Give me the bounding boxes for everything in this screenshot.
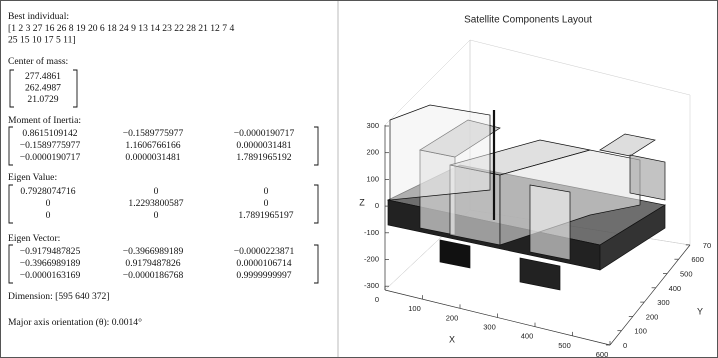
matrix-value: 0.8615109142	[22, 128, 77, 139]
matrix-value: 1.2293800587	[128, 198, 183, 209]
x-tick-label: 600	[596, 350, 609, 358]
x-tick-label: 200	[446, 313, 459, 322]
section-label: Center of mass:	[8, 56, 68, 67]
matrix-value: 1.1606766166	[125, 140, 180, 151]
best-individual-line: [1 2 3 27 16 26 8 19 20 6 18 24 9 13 14 …	[8, 23, 234, 34]
matrix-value: 0	[264, 186, 269, 197]
matrix-value: 277.4861	[25, 71, 61, 82]
x-tick-label: 500	[558, 341, 571, 350]
z-tick-label: -300	[364, 281, 379, 290]
bracket	[8, 244, 13, 284]
x-tick-label: 300	[483, 322, 496, 331]
y-tick-label: 0	[623, 341, 627, 350]
bracket	[314, 126, 319, 166]
y-tick-label: 600	[691, 255, 704, 264]
matrix-value: 0	[154, 210, 159, 221]
matrix-value: 0.0000031481	[236, 140, 291, 151]
matrix-value: 0.0000106714	[236, 258, 291, 269]
x-tick-label: 100	[408, 304, 421, 313]
x-tick-label: 400	[521, 332, 534, 341]
dimension: Dimension: [595 640 372]	[8, 291, 110, 302]
section-label: Eigen Value:	[8, 172, 57, 183]
y-axis	[609, 244, 691, 346]
component	[629, 154, 666, 201]
matrix-value: −0.0000223871	[234, 246, 295, 257]
matrix-value: −0.9179487825	[20, 246, 81, 257]
plot-panel: Satellite Components Layout 300 200 100 0 -10…	[359, 15, 711, 358]
x-axis-label: X	[449, 334, 455, 344]
results-panel: Best individual:[1 2 3 27 16 26 8 19 20 …	[8, 11, 319, 328]
z-tick-label: 300	[366, 121, 379, 130]
component	[529, 184, 571, 261]
matrix-value: −0.3966989189	[123, 246, 184, 257]
matrix-value: 21.0729	[27, 94, 58, 105]
bracket	[73, 69, 78, 108]
y-axis-label: Y	[697, 306, 703, 316]
matrix-value: −0.0000163169	[20, 270, 81, 281]
components	[386, 104, 666, 291]
section-label: Best individual:	[8, 11, 69, 22]
bracket	[314, 244, 319, 284]
matrix-value: 0	[46, 210, 51, 221]
matrix-value: 0	[46, 198, 51, 209]
major-axis-orientation: Major axis orientation (θ): 0.0014°	[8, 317, 142, 328]
matrix-value: −0.0000186768	[123, 270, 184, 281]
bracket	[9, 69, 14, 108]
matrix-value: 0	[154, 186, 159, 197]
matrix-value: 262.4987	[25, 83, 61, 94]
plot-title: Satellite Components Layout	[464, 15, 592, 26]
y-tick-label: 100	[634, 327, 647, 336]
z-axis-label: Z	[359, 197, 365, 207]
z-tick-label: -200	[364, 254, 379, 263]
matrix-value: 0.9999999997	[236, 270, 291, 281]
bracket	[8, 184, 13, 224]
matrix-value: 1.7891965192	[236, 152, 291, 163]
component	[519, 257, 561, 291]
matrix-value: 0.9179487826	[125, 258, 180, 269]
y-tick-label: 400	[669, 284, 682, 293]
y-tick-label: 300	[657, 298, 670, 307]
matrix-value: 0	[264, 198, 269, 209]
component	[599, 204, 666, 271]
matrix-value: 0.0000031481	[125, 152, 180, 163]
matrix-value: −0.0000190717	[234, 128, 295, 139]
x-tick-label: 0	[375, 295, 379, 304]
matrix-value: −0.1589775977	[123, 128, 184, 139]
bracket	[314, 184, 319, 224]
y-tick-label: 200	[646, 312, 659, 321]
z-tick-label: 100	[366, 174, 379, 183]
bracket	[8, 126, 13, 166]
y-tick-label: 70	[703, 241, 711, 250]
matrix-value: 1.7891965197	[238, 210, 293, 221]
section-label: Moment of Inertia:	[8, 115, 81, 126]
y-tick-label: 500	[680, 269, 693, 278]
matrix-value: −0.1589775977	[20, 140, 81, 151]
section-label: Eigen Vector:	[8, 233, 60, 244]
best-individual-line: 25 15 10 17 5 11]	[8, 35, 76, 46]
matrix-value: −0.0000190717	[20, 152, 81, 163]
matrix-value: 0.7928074716	[20, 186, 75, 197]
component	[439, 239, 471, 269]
component	[599, 133, 656, 157]
component	[389, 104, 491, 201]
z-tick-label: -100	[364, 228, 379, 237]
matrix-value: −0.3966989189	[20, 258, 81, 269]
z-tick-label: 0	[375, 201, 379, 210]
z-tick-label: 200	[366, 148, 379, 157]
